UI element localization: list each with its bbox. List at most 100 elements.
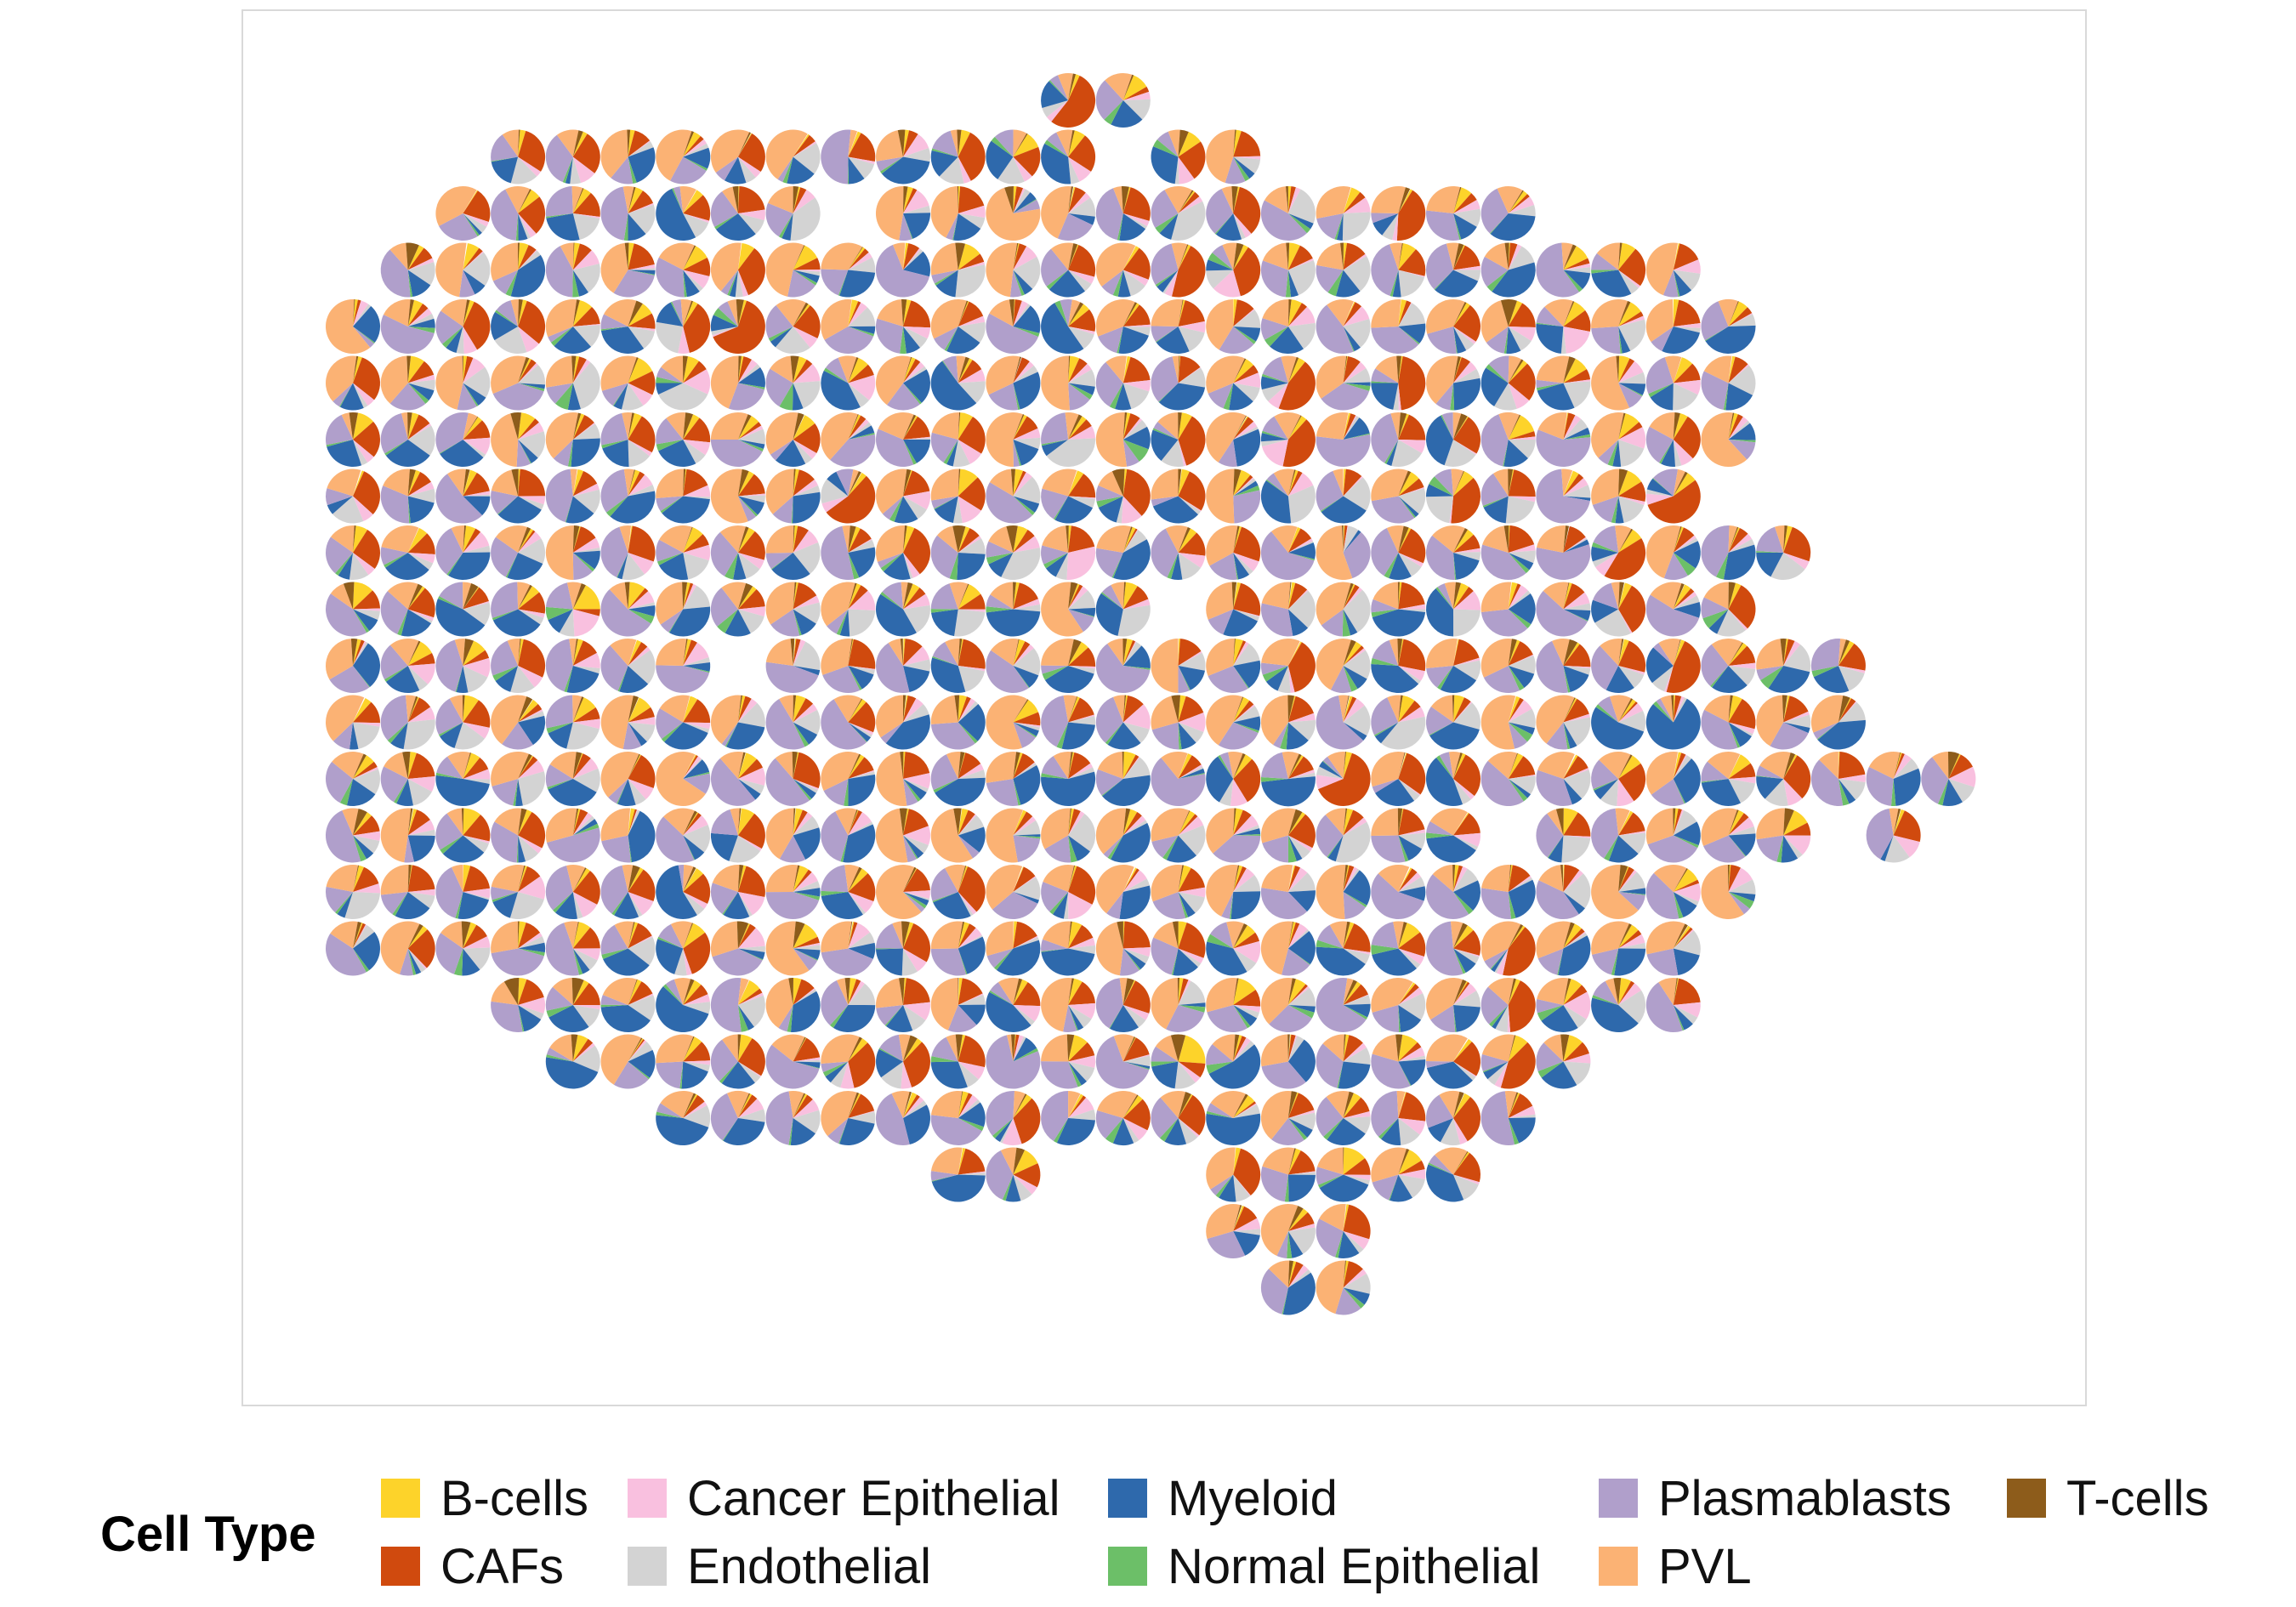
pie-slice — [1453, 948, 1466, 974]
pie-slice — [572, 752, 583, 779]
pie-slice — [384, 752, 408, 779]
pie-slice — [407, 481, 435, 497]
pie-slice — [1233, 716, 1261, 731]
pie-slice — [1151, 1061, 1179, 1067]
pie-slice — [1068, 582, 1078, 610]
pie-slice — [1893, 809, 1901, 836]
pie-slice — [463, 469, 477, 497]
pie-slice — [1013, 199, 1040, 213]
pie-slice — [1343, 413, 1356, 440]
pie-slice — [1673, 357, 1693, 383]
pie-slice — [1371, 383, 1399, 410]
spot-pie — [930, 921, 986, 976]
pie-slice — [1013, 416, 1038, 440]
pie-slice — [737, 156, 761, 178]
spot-pie — [765, 242, 821, 298]
pie-slice — [572, 652, 600, 668]
pie-slice — [1287, 812, 1306, 836]
spot-pie — [1810, 639, 1866, 694]
pie-slice — [1932, 752, 1949, 779]
spot-pie — [1316, 1260, 1371, 1315]
pie-slice — [737, 355, 744, 383]
spot-pie — [1425, 808, 1481, 863]
pie-slice — [1005, 1174, 1021, 1202]
pie-slice — [777, 156, 793, 183]
pie-slice — [1508, 925, 1526, 949]
pie-slice — [1233, 1101, 1257, 1118]
pie-slice — [1068, 924, 1094, 949]
pie-slice — [1783, 722, 1810, 734]
pie-slice — [325, 810, 361, 863]
pie-slice — [329, 666, 370, 694]
pie-slice — [737, 1109, 765, 1122]
pie-slice — [958, 412, 974, 440]
spot-pie — [765, 977, 821, 1033]
pie-slice — [737, 978, 749, 1005]
pie-slice — [1371, 609, 1399, 617]
pie-slice — [572, 156, 595, 184]
pie-slice — [518, 538, 546, 565]
pie-slice — [876, 978, 903, 1008]
pie-slice — [1343, 698, 1365, 723]
pie-slice — [1327, 270, 1344, 297]
pie-slice — [930, 583, 958, 610]
spot-pie — [1151, 242, 1206, 298]
pie-slice — [1701, 371, 1729, 410]
pie-slice — [1068, 383, 1093, 400]
pie-slice — [725, 553, 738, 580]
spot-pie — [1151, 808, 1206, 863]
pie-slice — [683, 369, 711, 395]
pie-slice — [1561, 242, 1573, 270]
pie-slice — [1371, 496, 1415, 524]
pie-slice — [1178, 412, 1182, 440]
pie-slice — [387, 582, 418, 610]
pie-slice — [1213, 835, 1261, 863]
pie-slice — [1343, 525, 1359, 553]
pie-slice — [1664, 666, 1674, 692]
pie-slice — [1013, 186, 1024, 213]
pie-slice — [572, 130, 583, 157]
pie-slice — [463, 936, 491, 949]
pie-slice — [931, 1174, 986, 1202]
pie-slice — [881, 156, 930, 185]
pie-slice — [1287, 922, 1300, 949]
pie-slice — [494, 327, 527, 355]
pie-slice — [1783, 644, 1811, 673]
pie-slice — [955, 264, 986, 298]
pie-slice — [958, 923, 976, 949]
spot-pie — [875, 242, 930, 298]
pie-slice — [1013, 146, 1041, 177]
pie-slice — [683, 699, 711, 724]
pie-slice — [1783, 808, 1794, 836]
pie-slice — [1756, 526, 1784, 553]
pie-slice — [933, 892, 971, 920]
pie-slice — [628, 469, 635, 497]
pie-slice — [1233, 1095, 1255, 1118]
pie-slice — [765, 468, 794, 514]
pie-slice — [1343, 980, 1357, 1005]
pie-slice — [1068, 813, 1096, 852]
pie-slice — [1374, 722, 1399, 744]
pie-slice — [1068, 363, 1092, 383]
pie-slice — [1178, 468, 1190, 497]
pie-slice — [656, 188, 696, 241]
pie-slice — [1563, 768, 1589, 779]
pie-slice — [1097, 1090, 1138, 1118]
pie-slice — [1151, 243, 1179, 285]
pie-slice — [546, 213, 580, 241]
pie-slice — [958, 922, 969, 949]
pie-slice — [1233, 582, 1261, 616]
spot-pie — [600, 808, 656, 863]
pie-slice — [1453, 440, 1477, 455]
spot-pie — [930, 582, 986, 637]
pie-slice — [407, 809, 418, 836]
pie-slice — [1453, 361, 1477, 383]
pie-slice — [1056, 1118, 1095, 1146]
spot-pie — [930, 695, 986, 750]
pie-slice — [1233, 696, 1244, 723]
pie-slice — [986, 606, 1014, 613]
pie-slice — [1206, 355, 1245, 394]
pie-slice — [1119, 885, 1151, 920]
pie-slice — [1343, 948, 1371, 955]
pie-slice — [572, 1038, 594, 1062]
